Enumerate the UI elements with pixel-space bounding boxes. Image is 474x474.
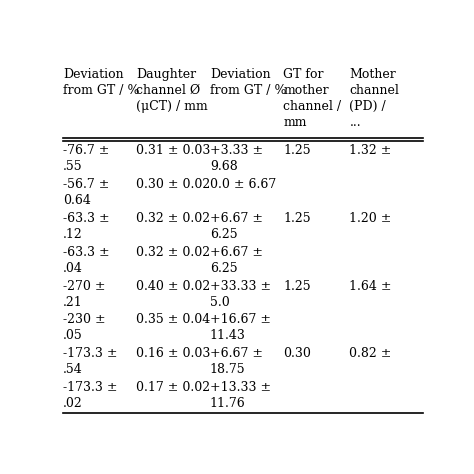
Text: 0.82 ±: 0.82 ± [349, 347, 392, 360]
Text: +3.33 ±
9.68: +3.33 ± 9.68 [210, 144, 263, 173]
Text: +16.67 ±
11.43: +16.67 ± 11.43 [210, 313, 271, 342]
Text: -63.3 ±
.12: -63.3 ± .12 [63, 211, 109, 241]
Text: 1.64 ±: 1.64 ± [349, 280, 392, 292]
Text: Mother
channel
(PD) /
...: Mother channel (PD) / ... [349, 68, 399, 129]
Text: +6.67 ±
18.75: +6.67 ± 18.75 [210, 347, 263, 376]
Text: 0.35 ± 0.04: 0.35 ± 0.04 [137, 313, 210, 327]
Text: 1.32 ±: 1.32 ± [349, 144, 392, 157]
Text: 0.32 ± 0.02: 0.32 ± 0.02 [137, 211, 210, 225]
Text: -270 ±
.21: -270 ± .21 [63, 280, 105, 309]
Text: +13.33 ±
11.76: +13.33 ± 11.76 [210, 382, 271, 410]
Text: Deviation
from GT / %: Deviation from GT / % [63, 68, 139, 97]
Text: 0.40 ± 0.02: 0.40 ± 0.02 [137, 280, 210, 292]
Text: 0.30 ± 0.02: 0.30 ± 0.02 [137, 178, 210, 191]
Text: Deviation
from GT / %: Deviation from GT / % [210, 68, 286, 97]
Text: 1.25: 1.25 [283, 280, 311, 292]
Text: GT for
mother
channel /
mm: GT for mother channel / mm [283, 68, 341, 129]
Text: +6.67 ±
6.25: +6.67 ± 6.25 [210, 211, 263, 241]
Text: -63.3 ±
.04: -63.3 ± .04 [63, 246, 109, 274]
Text: 0.0 ± 6.67: 0.0 ± 6.67 [210, 178, 276, 191]
Text: 0.32 ± 0.02: 0.32 ± 0.02 [137, 246, 210, 259]
Text: +33.33 ±
5.0: +33.33 ± 5.0 [210, 280, 271, 309]
Text: Daughter
channel Ø
(μCT) / mm: Daughter channel Ø (μCT) / mm [137, 68, 208, 113]
Text: -173.3 ±
.54: -173.3 ± .54 [63, 347, 118, 376]
Text: 1.25: 1.25 [283, 144, 311, 157]
Text: 0.16 ± 0.03: 0.16 ± 0.03 [137, 347, 211, 360]
Text: 0.17 ± 0.02: 0.17 ± 0.02 [137, 382, 210, 394]
Text: 1.20 ±: 1.20 ± [349, 211, 392, 225]
Text: +6.67 ±
6.25: +6.67 ± 6.25 [210, 246, 263, 274]
Text: -230 ±
.05: -230 ± .05 [63, 313, 106, 342]
Text: 0.30: 0.30 [283, 347, 311, 360]
Text: 0.31 ± 0.03: 0.31 ± 0.03 [137, 144, 211, 157]
Text: 1.25: 1.25 [283, 211, 311, 225]
Text: -173.3 ±
.02: -173.3 ± .02 [63, 382, 118, 410]
Text: -76.7 ±
.55: -76.7 ± .55 [63, 144, 109, 173]
Text: -56.7 ±
0.64: -56.7 ± 0.64 [63, 178, 109, 207]
